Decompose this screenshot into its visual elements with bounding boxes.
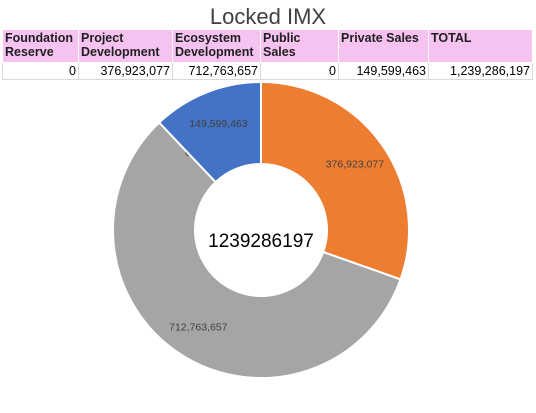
header-total: TOTAL [428, 29, 533, 63]
cell-project-development: 376,923,077 [78, 62, 173, 80]
header-public-sales: Public Sales [260, 29, 339, 63]
cell-total: 1,239,286,197 [428, 62, 533, 80]
slice-private-sales [157, 80, 262, 184]
data-label-ecosystem-development: 712,763,657 [169, 321, 228, 333]
cell-foundation-reserve: 0 [2, 62, 79, 80]
allocation-table: Foundation Reserve Project Development E… [2, 29, 533, 80]
data-label-project-development: 376,923,077 [326, 159, 385, 171]
cell-ecosystem-development: 712,763,657 [172, 62, 261, 80]
cell-public-sales: 0 [260, 62, 339, 80]
slice-ecosystem-development [112, 121, 402, 379]
header-ecosystem-development: Ecosystem Development [172, 29, 261, 63]
cell-private-sales: 149,599,463 [338, 62, 429, 80]
table-header-row: Foundation Reserve Project Development E… [2, 29, 533, 63]
donut-center-total: 1239286197 [208, 231, 314, 252]
data-label-private-sales: 149,599,463 [189, 118, 248, 130]
header-private-sales: Private Sales [338, 29, 429, 63]
header-foundation-reserve: Foundation Reserve [2, 29, 79, 63]
slice-project-development [260, 80, 410, 281]
table-row: 0 376,923,077 712,763,657 0 149,599,463 … [2, 62, 533, 80]
chart-title: Locked IMX [209, 4, 327, 29]
header-project-development: Project Development [78, 29, 173, 63]
